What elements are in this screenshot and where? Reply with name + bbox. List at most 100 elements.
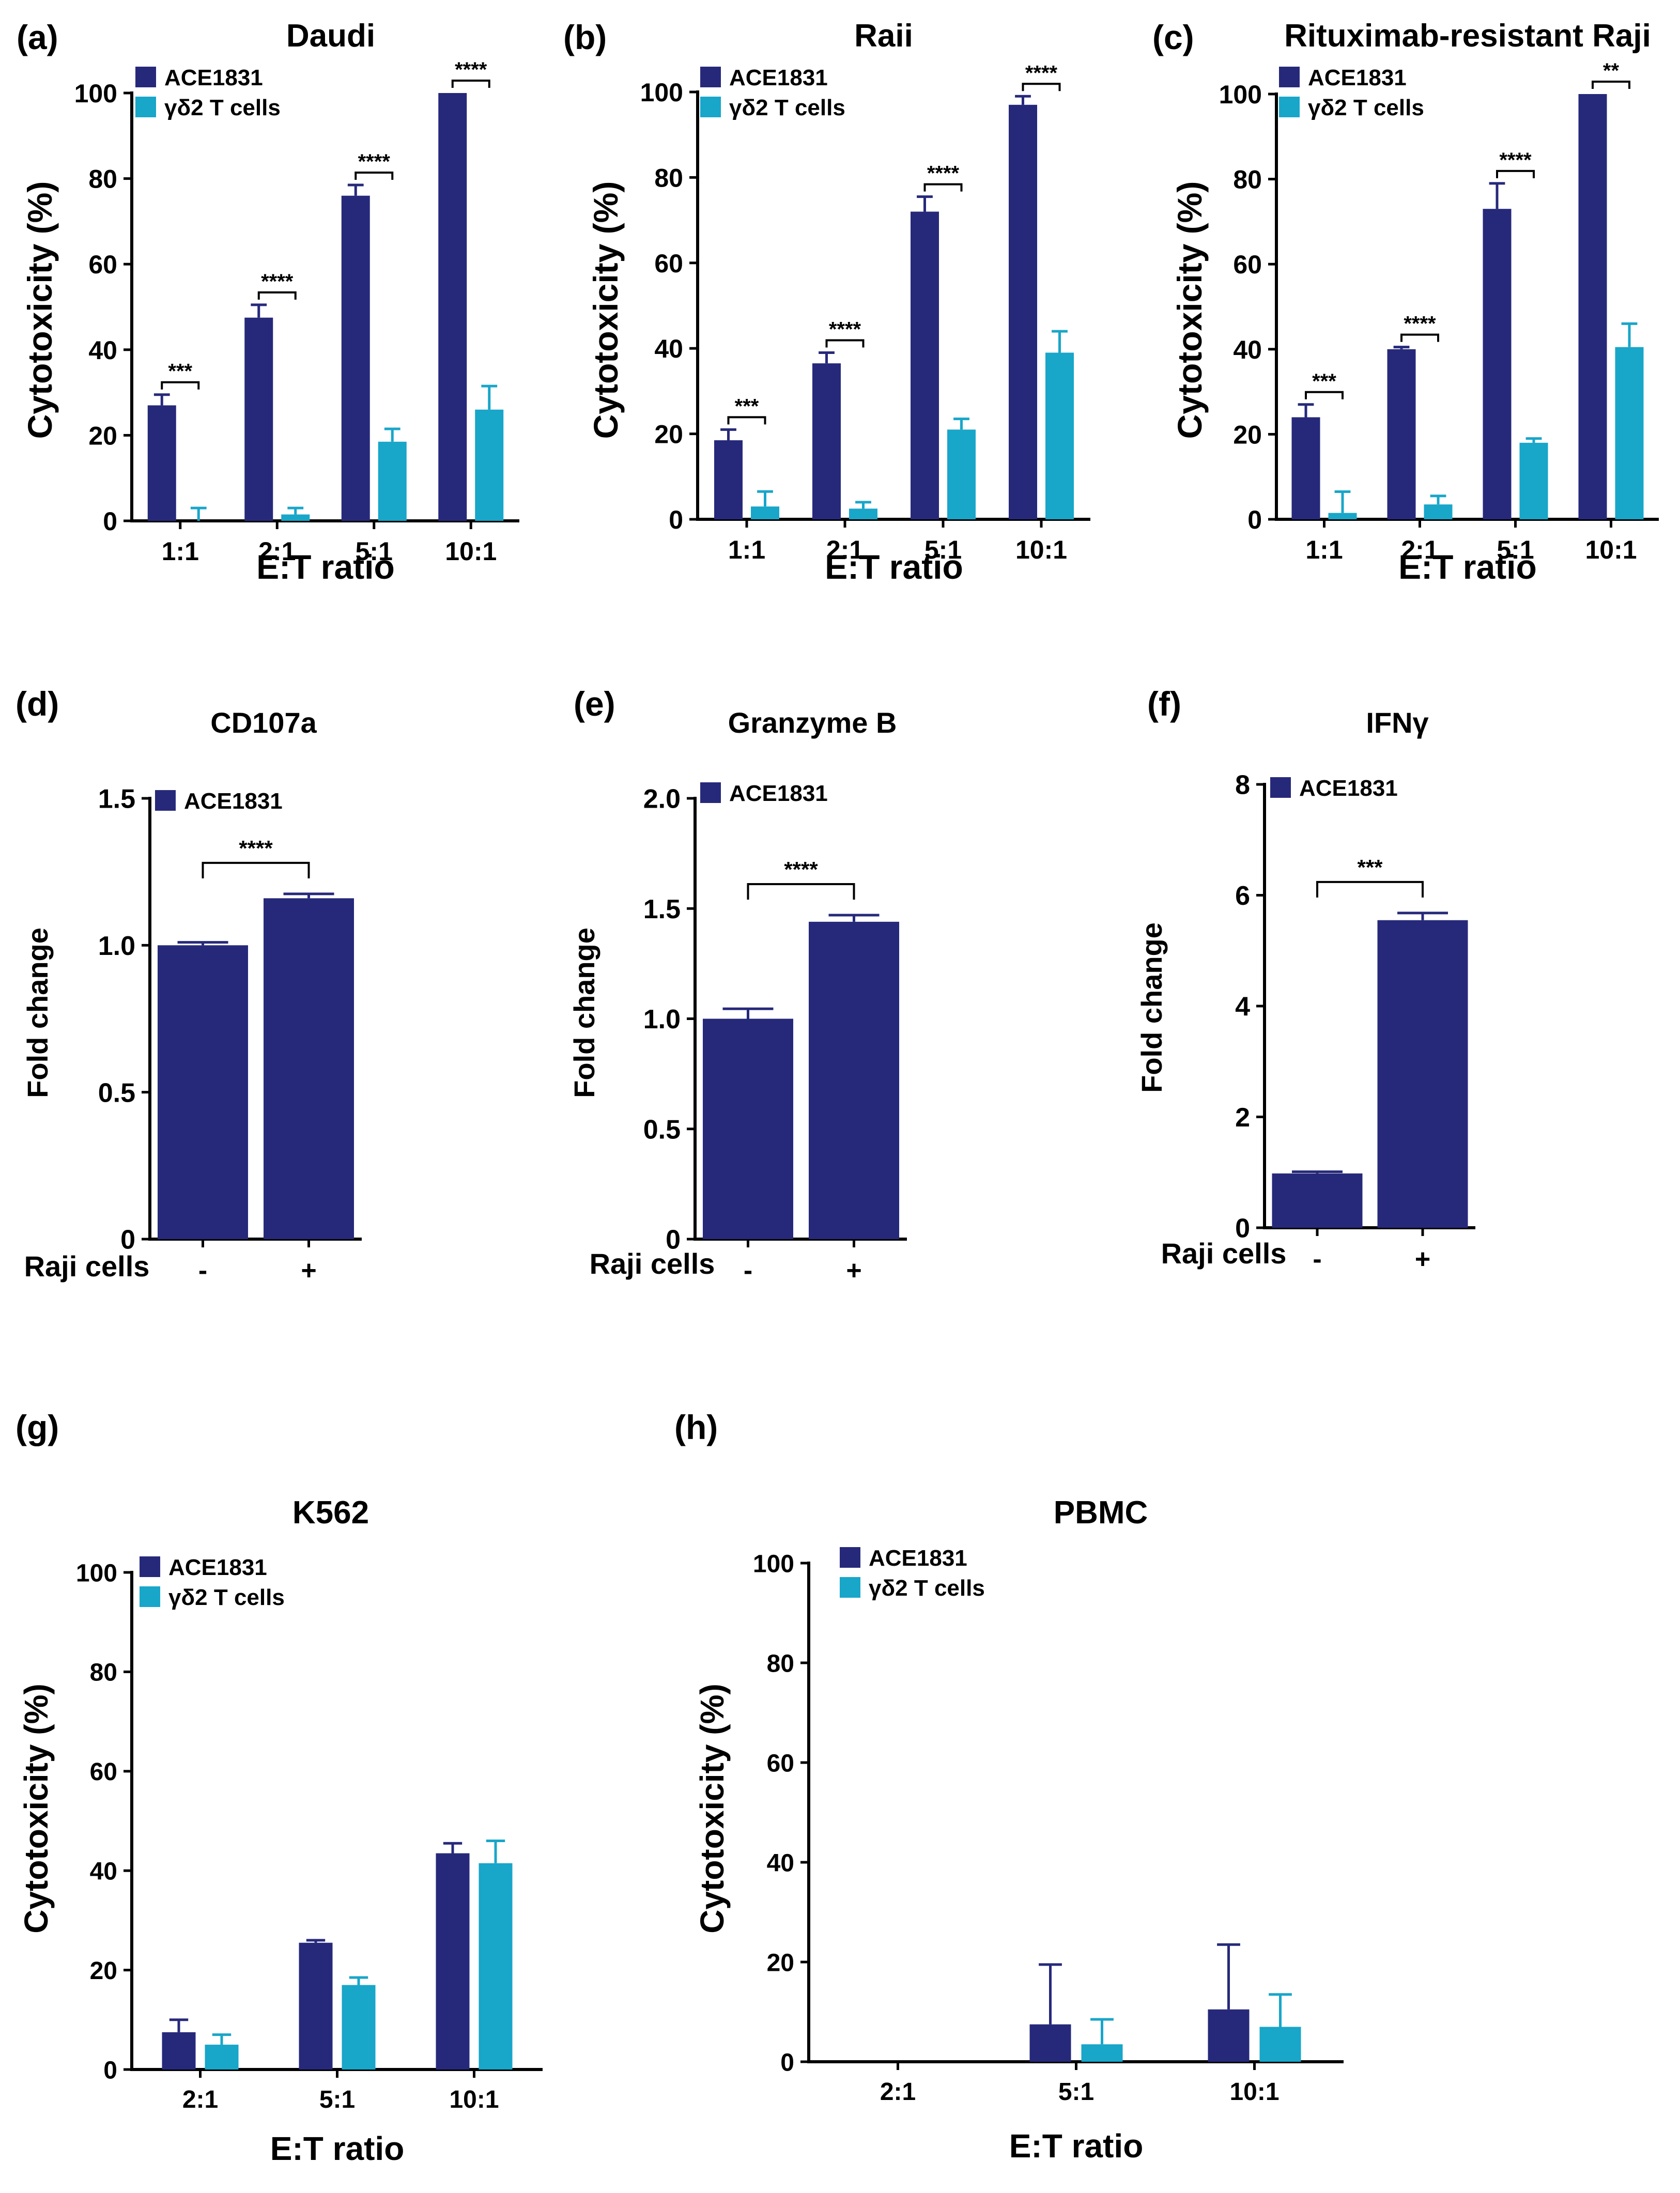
bar-f-0-0 <box>1272 1173 1363 1228</box>
legend: ACE1831 γδ2 T cells <box>1279 65 1424 120</box>
legend-swatch <box>840 1577 860 1598</box>
bar-b-0-3 <box>1009 104 1037 519</box>
panel-label: (h) <box>674 1408 718 1446</box>
x-tick-label: 2:1 <box>826 535 864 564</box>
bar-g-0-2 <box>436 1853 470 2070</box>
legend: ACE1831 γδ2 T cells <box>700 65 845 120</box>
y-tick-label: 0 <box>103 507 117 536</box>
y-axis-label: Cytotoxicity (%) <box>1170 181 1209 439</box>
x-axis-label: E:T ratio <box>1009 2127 1144 2165</box>
legend-label: ACE1831 <box>168 1555 267 1580</box>
x-tick-label: 10:1 <box>1015 535 1067 564</box>
legend-swatch <box>155 790 176 811</box>
bar-b-1-1 <box>849 508 877 519</box>
y-tick-label: 40 <box>1233 335 1262 364</box>
y-tick-label: 60 <box>654 249 683 278</box>
x-tick-label: 5:1 <box>319 2086 355 2113</box>
y-tick-label: 0 <box>1235 1214 1250 1244</box>
bar-b-1-0 <box>751 506 779 519</box>
y-tick-label: 20 <box>88 421 117 450</box>
bar-c-1-0 <box>1328 513 1357 519</box>
bar-g-0-1 <box>299 1942 333 2070</box>
panel-label: (g) <box>16 1408 59 1446</box>
y-tick-label: 60 <box>88 250 117 279</box>
significance-label: **** <box>1499 149 1532 172</box>
x-tick-label: 10:1 <box>1585 535 1637 564</box>
x-axis-label: E:T ratio <box>270 2130 405 2167</box>
y-tick-label: 100 <box>753 1550 794 1578</box>
significance-label: **** <box>1025 61 1058 84</box>
x-tick-label: - <box>1313 1244 1321 1274</box>
legend-swatch <box>140 1586 160 1607</box>
legend-label: γδ2 T cells <box>869 1576 985 1601</box>
legend-swatch <box>1279 67 1300 87</box>
bar-b-1-3 <box>1045 352 1074 519</box>
bar-b-0-1 <box>812 363 841 519</box>
panel-label: (c) <box>1152 18 1194 56</box>
significance-label: *** <box>1312 370 1336 393</box>
panel-label: (d) <box>16 685 59 723</box>
legend-swatch <box>700 97 721 117</box>
panel-g: (g) K562 0 20 40 60 80 100 Cytotoxicity (%) 2:1 5:… <box>16 1408 543 2167</box>
legend-swatch <box>700 67 721 87</box>
bar-b-1-2 <box>947 429 976 519</box>
legend-swatch <box>140 1556 160 1577</box>
bar-g-1-2 <box>479 1863 513 2070</box>
y-tick-label: 100 <box>74 79 117 108</box>
y-tick-label: 0.5 <box>98 1078 135 1108</box>
x-axis-label: E:T ratio <box>1398 548 1537 586</box>
significance-label: **** <box>784 857 818 882</box>
y-axis-label: Cytotoxicity (%) <box>587 181 625 439</box>
panel-f: (f) IFNγ 0 2 4 6 8 Fold change - + *** Raji cells AC… <box>1135 685 1475 1274</box>
y-tick-label: 60 <box>90 1758 117 1786</box>
bar-a-1-3 <box>475 409 504 521</box>
significance-label: **** <box>927 162 960 185</box>
significance-label: *** <box>1357 855 1383 879</box>
x-tick-label: 2:1 <box>258 537 296 566</box>
y-tick-label: 1.0 <box>98 931 135 961</box>
legend-label: ACE1831 <box>729 781 828 806</box>
panel-label: (f) <box>1147 685 1181 723</box>
bar-g-1-0 <box>205 2044 239 2070</box>
significance-bracket <box>1496 169 1535 178</box>
legend-swatch <box>700 782 721 803</box>
y-tick-label: 20 <box>1233 420 1262 449</box>
y-axis-label: Cytotoxicity (%) <box>21 181 59 439</box>
significance-bracket <box>727 416 766 425</box>
chart-title: IFNγ <box>1366 706 1428 739</box>
bar-h-0-1 <box>1029 2024 1071 2062</box>
y-axis-label: Cytotoxicity (%) <box>18 1684 55 1934</box>
legend: ACE1831 γδ2 T cells <box>140 1555 285 1610</box>
significance-bracket <box>1592 81 1630 89</box>
legend: ACE1831 <box>1270 776 1398 801</box>
bar-c-1-3 <box>1615 347 1644 519</box>
significance-bracket <box>825 339 865 348</box>
significance-label: **** <box>261 270 294 293</box>
x-tick-label: - <box>198 1256 207 1286</box>
bar-c-0-1 <box>1387 349 1416 519</box>
y-tick-label: 4 <box>1235 992 1250 1022</box>
x-tick-label: 5:1 <box>356 537 393 566</box>
chart-title: Rituximab-resistant Raji <box>1284 18 1651 54</box>
legend: ACE1831 <box>155 789 283 814</box>
x-tick-label: - <box>744 1256 752 1286</box>
legend: ACE1831 γδ2 T cells <box>135 65 281 120</box>
chart-title: Raii <box>854 18 913 54</box>
x-tick-label: + <box>301 1256 316 1286</box>
significance-label: **** <box>829 318 861 341</box>
bar-g-1-1 <box>342 1985 376 2070</box>
legend-label: ACE1831 <box>729 65 828 90</box>
y-axis-label: Fold change <box>568 928 600 1098</box>
panel-a: (a) Daudi 0 20 40 60 80 100 Cytotoxicity (%) 1:1 *… <box>17 18 519 586</box>
y-tick-label: 6 <box>1235 881 1250 911</box>
bar-a-0-0 <box>147 405 176 521</box>
legend-swatch <box>840 1547 860 1568</box>
legend-label: γδ2 T cells <box>729 95 845 120</box>
legend-label: γδ2 T cells <box>1308 95 1424 120</box>
bar-c-1-2 <box>1519 442 1548 519</box>
y-axis-label: Fold change <box>21 928 54 1098</box>
y-tick-label: 80 <box>88 165 117 194</box>
y-axis-label: Cytotoxicity (%) <box>693 1684 731 1934</box>
bar-a-0-2 <box>341 195 370 521</box>
